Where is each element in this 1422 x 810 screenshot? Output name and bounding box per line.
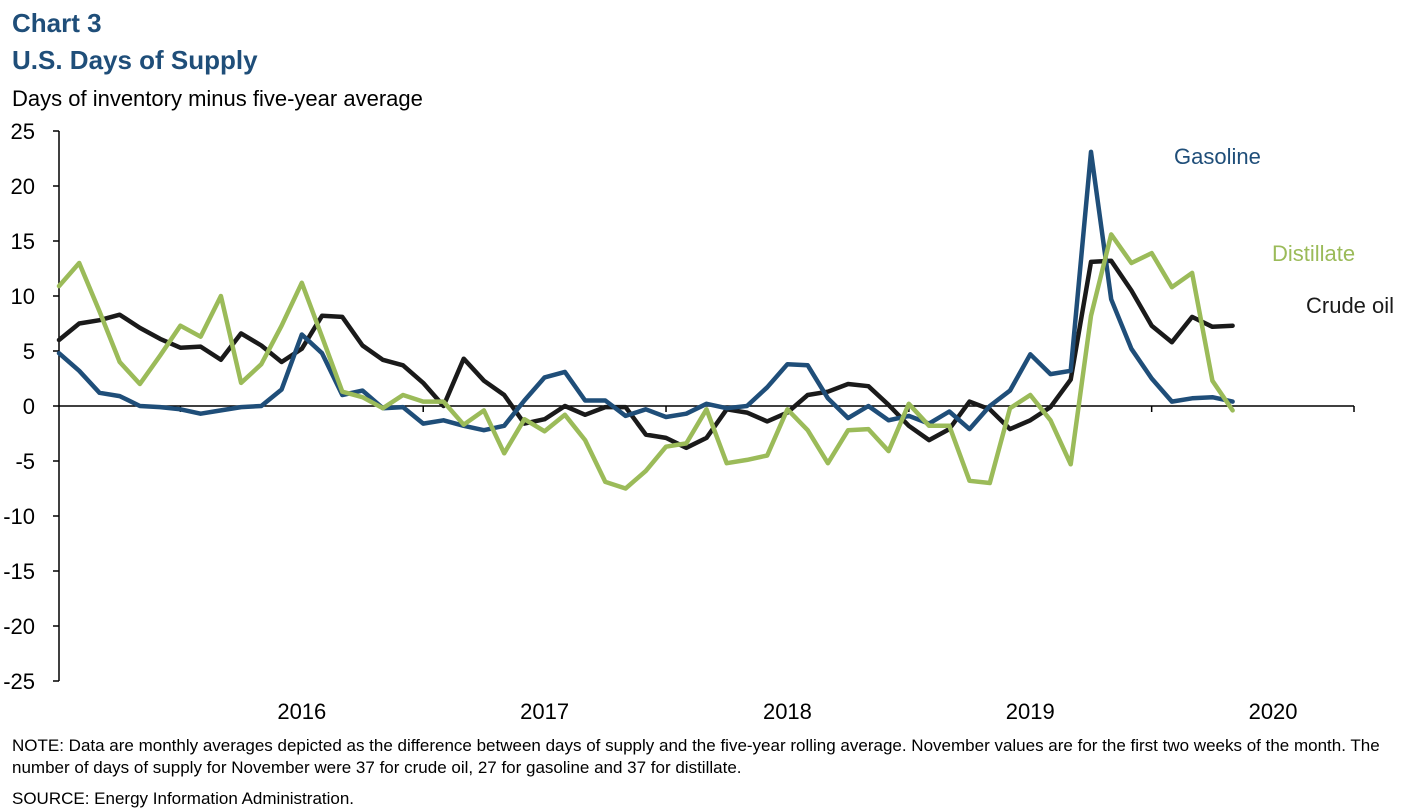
chart-number: Chart 3 xyxy=(12,8,102,38)
x-tick-label: 2017 xyxy=(520,699,569,724)
x-tick-label: 2016 xyxy=(277,699,326,724)
y-tick-label: 25 xyxy=(11,119,35,144)
x-tick-label: 2020 xyxy=(1249,699,1298,724)
chart-note: NOTE: Data are monthly averages depicted… xyxy=(12,736,1380,777)
y-tick-label: -5 xyxy=(15,449,35,474)
series-label-distillate: Distillate xyxy=(1272,241,1355,266)
series-line-crude-oil xyxy=(56,258,1235,451)
series-labels: Crude oil Gasoline Distillate xyxy=(1174,144,1394,318)
y-tick-label: 0 xyxy=(23,394,35,419)
y-tick-label: 15 xyxy=(11,229,35,254)
y-tick-label: 5 xyxy=(23,339,35,364)
x-tick-label: 2019 xyxy=(1006,699,1055,724)
line-chart: 25 20 15 10 5 0 -5 -10 -15 -20 -25 2016 2017 2018 2019… xyxy=(3,119,1394,724)
x-tick-label: 2018 xyxy=(763,699,812,724)
chart-title: U.S. Days of Supply xyxy=(12,45,258,75)
series-line-distillate xyxy=(56,232,1235,491)
y-axis-title: Days of inventory minus five-year averag… xyxy=(12,86,423,111)
axes: 25 20 15 10 5 0 -5 -10 -15 -20 -25 2016 2017 2018 2019… xyxy=(3,119,1355,724)
y-tick-label: 20 xyxy=(11,174,35,199)
series-label-crude-oil: Crude oil xyxy=(1306,293,1394,318)
y-tick-label: -15 xyxy=(3,559,35,584)
series-line-gasoline xyxy=(56,149,1235,433)
y-tick-label: -20 xyxy=(3,614,35,639)
series-label-gasoline: Gasoline xyxy=(1174,144,1261,169)
series-lines xyxy=(56,149,1235,491)
y-tick-label: 10 xyxy=(11,284,35,309)
y-tick-label: -10 xyxy=(3,504,35,529)
chart-source: SOURCE: Energy Information Administratio… xyxy=(12,789,355,808)
y-tick-label: -25 xyxy=(3,669,35,694)
